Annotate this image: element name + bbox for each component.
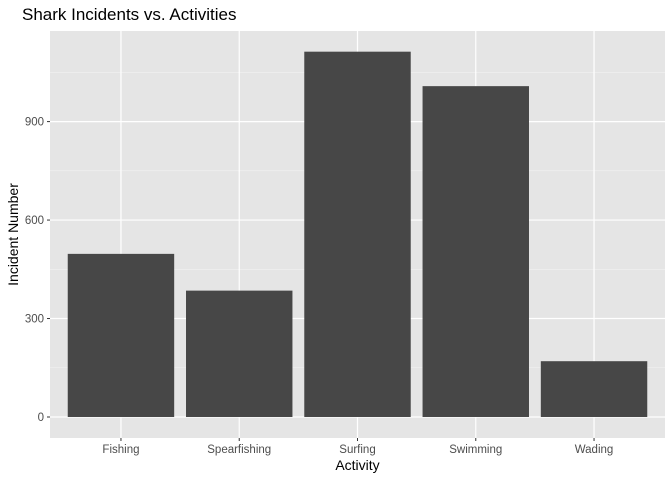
bar-swimming — [422, 86, 529, 417]
y-tick-label: 0 — [38, 412, 44, 424]
bar-spearfishing — [186, 290, 293, 417]
chart-title: Shark Incidents vs. Activities — [22, 5, 236, 24]
bar-wading — [540, 361, 648, 417]
y-tick-label: 900 — [25, 117, 44, 129]
bar-fishing — [67, 253, 175, 417]
x-tick-label: Wading — [575, 444, 614, 456]
y-axis: 0 300 600 900 — [25, 117, 50, 424]
x-axis-title: Activity — [335, 457, 379, 473]
y-axis-title: Incident Number — [5, 183, 21, 286]
x-axis: Fishing Spearfishing Surfing Swimming Wading — [102, 438, 613, 456]
y-tick-label: 600 — [25, 215, 44, 227]
x-tick-label: Fishing — [102, 444, 139, 456]
x-tick-label: Swimming — [449, 444, 502, 456]
x-tick-label: Spearfishing — [207, 444, 271, 456]
bars — [67, 51, 648, 417]
y-tick-label: 300 — [25, 314, 44, 326]
bar-surfing — [304, 51, 411, 417]
x-tick-label: Surfing — [339, 444, 375, 456]
